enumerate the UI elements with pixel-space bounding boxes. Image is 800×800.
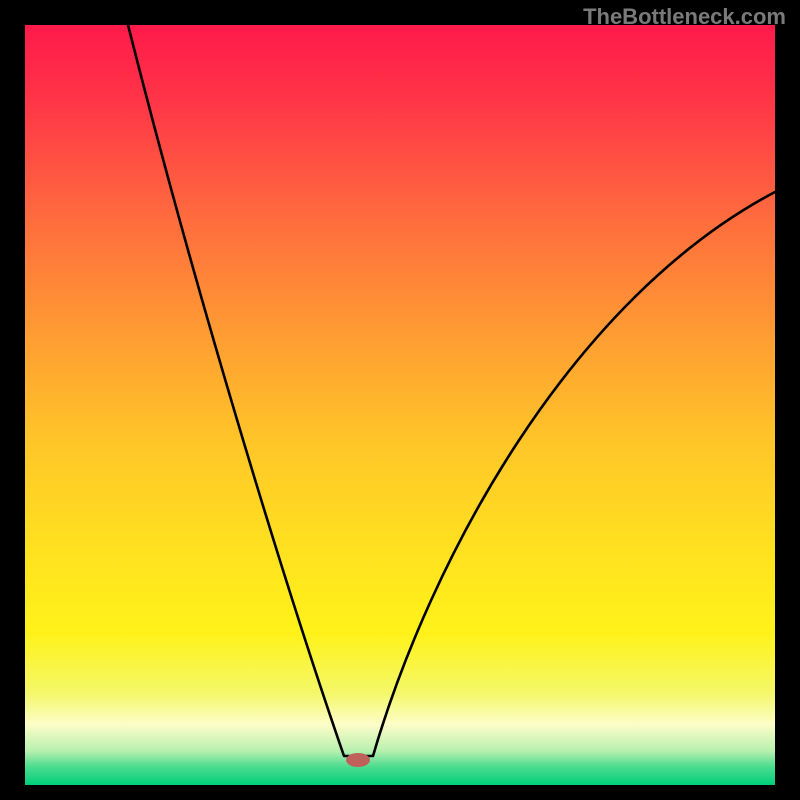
chart-svg — [0, 0, 800, 800]
watermark-text: TheBottleneck.com — [583, 4, 786, 30]
chart-container: TheBottleneck.com — [0, 0, 800, 800]
